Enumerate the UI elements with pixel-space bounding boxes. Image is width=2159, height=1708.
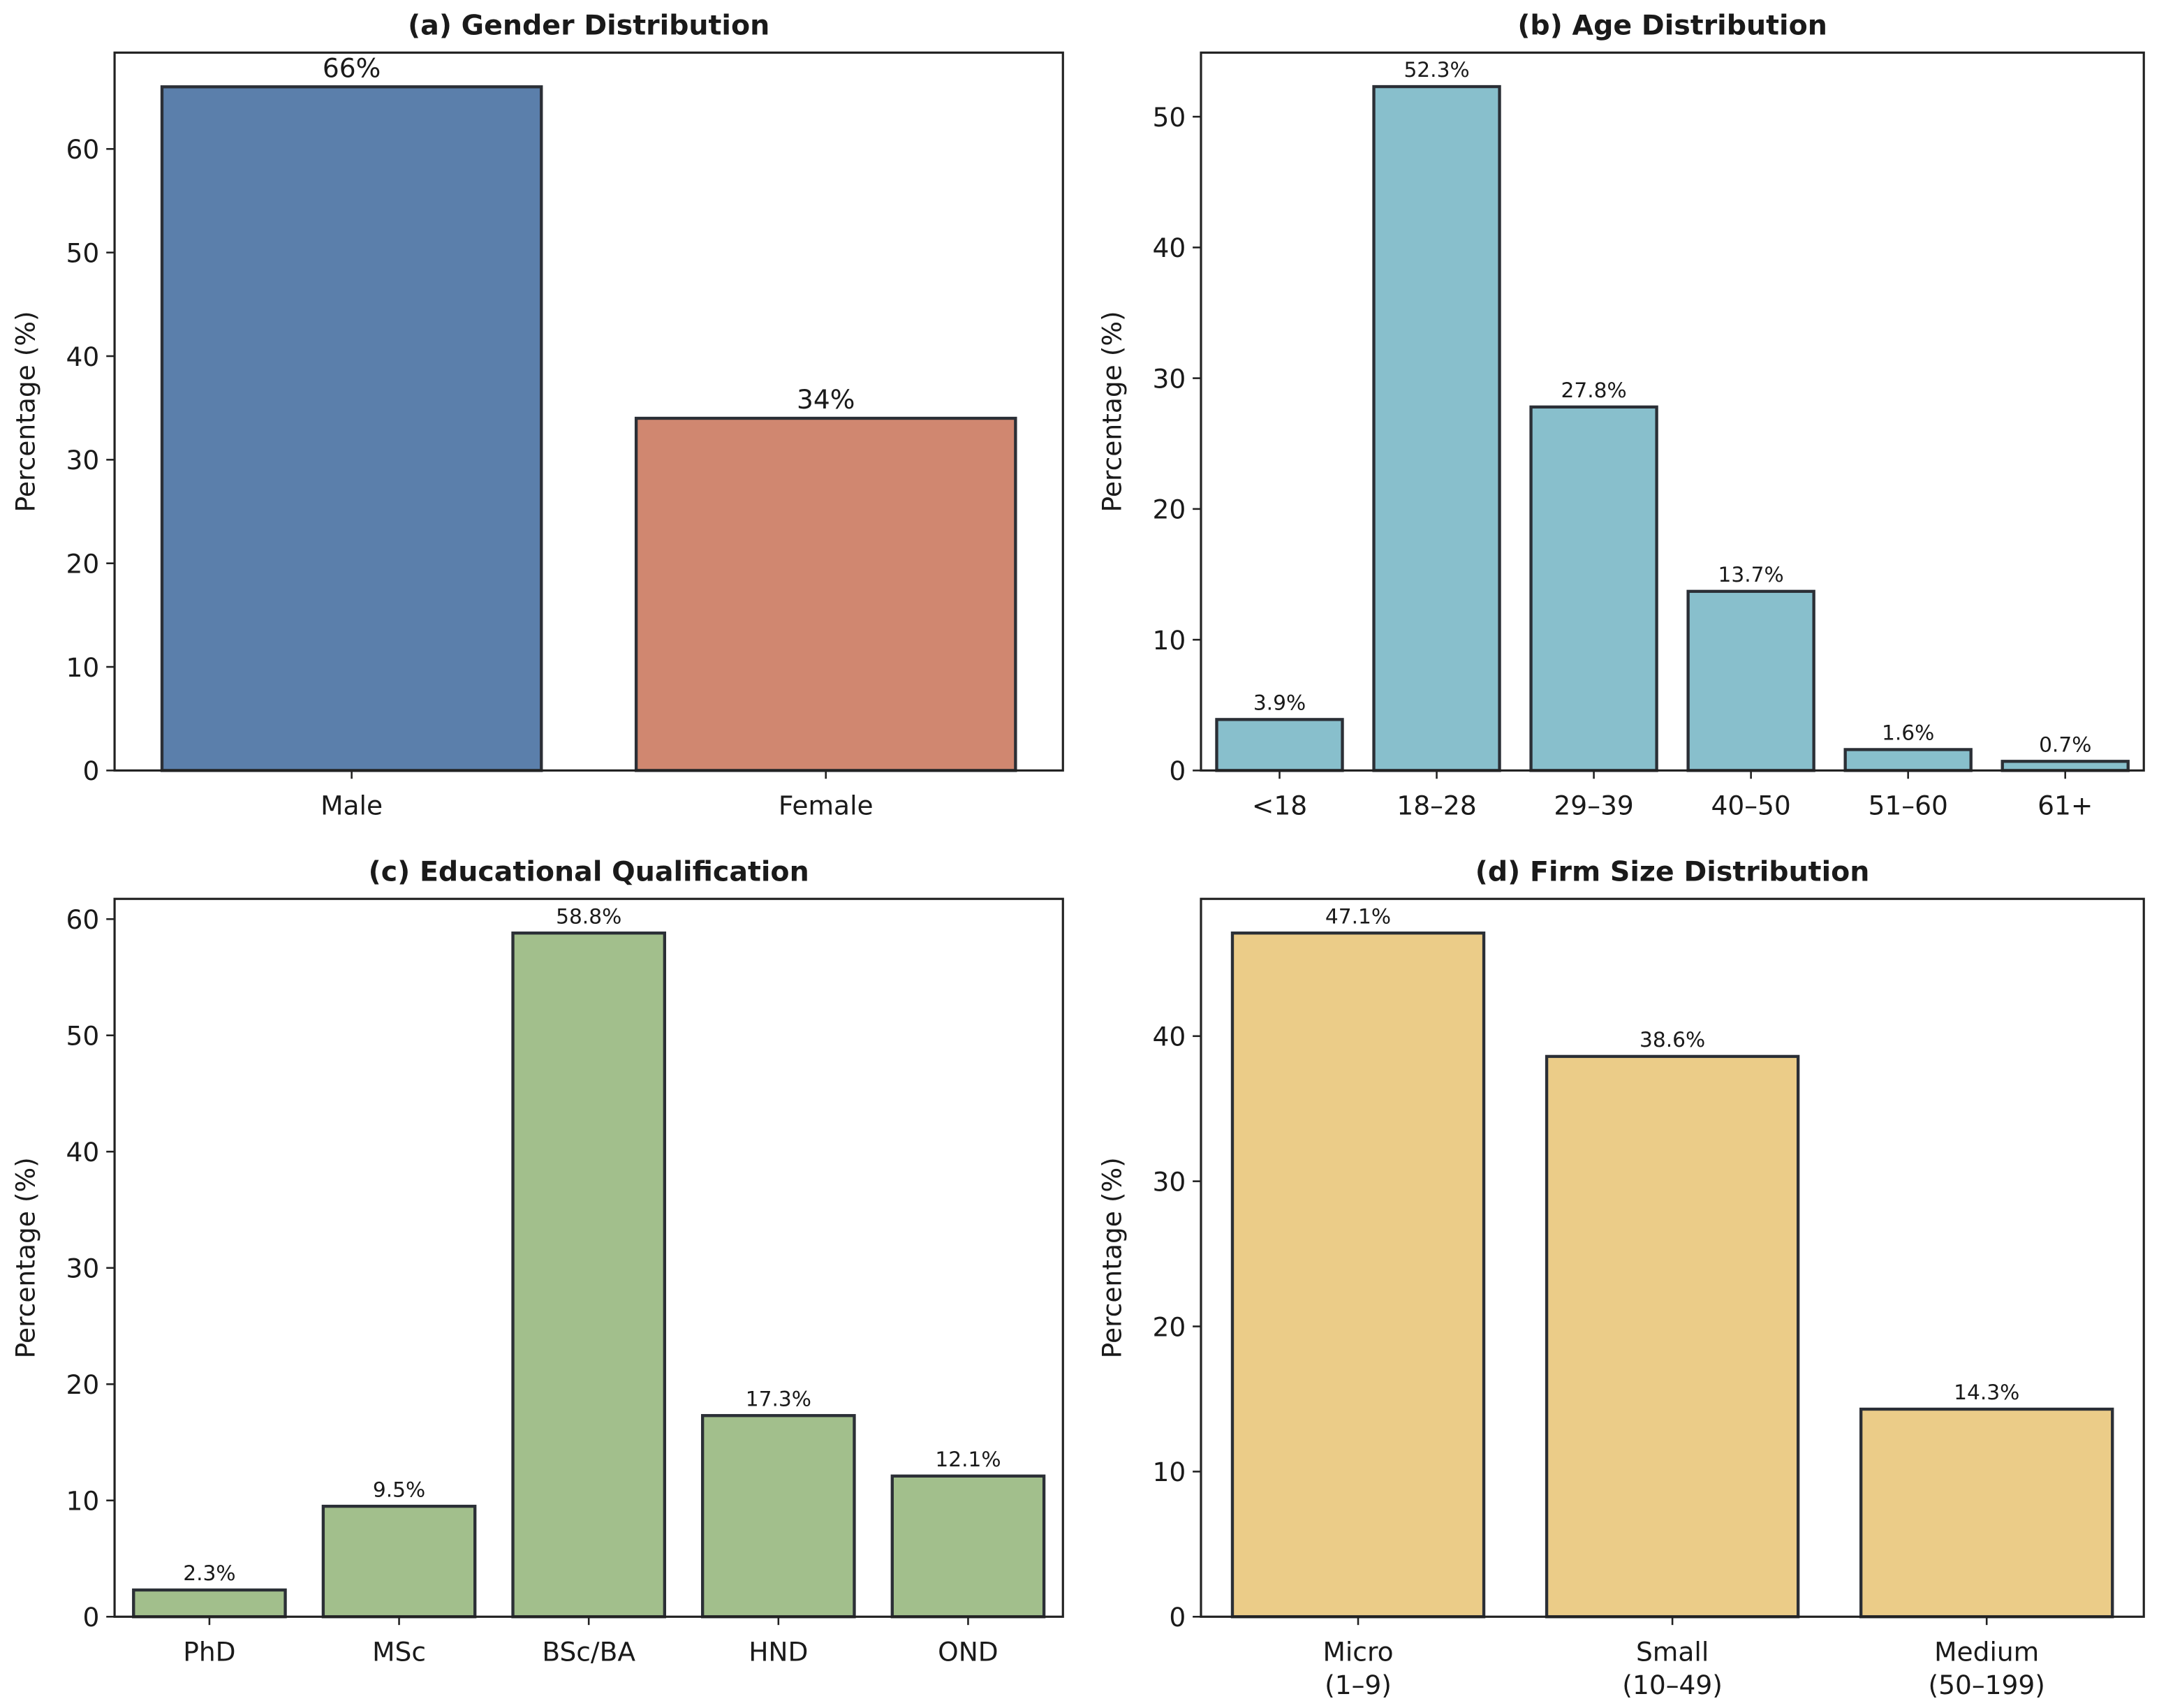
x-tick-label: 40–50: [1711, 790, 1790, 821]
y-tick-label: 20: [66, 549, 100, 580]
bar: [1215, 718, 1344, 772]
chart-title: (a) Gender Distribution: [408, 10, 769, 42]
value-label: 17.3%: [746, 1386, 811, 1411]
value-label: 38.6%: [1639, 1027, 1705, 1052]
x-tick-label: 18–28: [1397, 790, 1476, 821]
y-tick-label: 60: [66, 904, 100, 935]
bar: [1545, 1054, 1800, 1619]
bar: [634, 416, 1017, 772]
bar: [1529, 405, 1658, 772]
y-tick-label: 50: [66, 1021, 100, 1052]
x-tick-label: PhD: [183, 1637, 235, 1667]
chart-title: (b) Age Distribution: [1517, 10, 1827, 42]
plot-frame: [1200, 897, 2145, 1618]
bar: [1859, 1407, 2114, 1619]
y-tick-label: 20: [1152, 1311, 1186, 1342]
chart-title: (c) Educational Qualification: [369, 856, 809, 888]
bar: [321, 1504, 477, 1619]
x-tick-label: MSc: [372, 1637, 426, 1667]
y-tick-label: 10: [1152, 1457, 1186, 1487]
value-label: 27.8%: [1561, 378, 1627, 402]
y-tick-label: 40: [1152, 1022, 1186, 1052]
x-tick-label: Male: [320, 790, 383, 821]
value-label: 66%: [323, 52, 381, 83]
y-axis-label: Percentage (%): [10, 311, 40, 512]
y-tick-label: 10: [66, 1486, 100, 1517]
x-tick-label: Small: [1636, 1637, 1709, 1667]
y-tick-label: 40: [66, 1137, 100, 1168]
value-label: 58.8%: [556, 904, 621, 928]
x-tick-label: Medium: [1934, 1637, 2039, 1667]
value-label: 13.7%: [1718, 562, 1784, 587]
x-tick-label: 51–60: [1869, 790, 1948, 821]
y-tick-label: 0: [1169, 756, 1186, 786]
value-label: 12.1%: [935, 1447, 1001, 1471]
value-label: 3.9%: [1253, 691, 1306, 715]
y-tick-label: 30: [66, 445, 100, 476]
y-axis-label: Percentage (%): [1096, 1157, 1127, 1358]
y-tick-label: 30: [1152, 1167, 1186, 1198]
x-tick-label: Micro: [1322, 1637, 1393, 1667]
bar: [700, 1414, 856, 1619]
y-tick-label: 0: [82, 756, 99, 786]
y-tick-label: 0: [82, 1602, 99, 1633]
x-tick-label: OND: [938, 1637, 999, 1667]
value-label: 1.6%: [1882, 721, 1934, 745]
bar: [1372, 84, 1501, 772]
x-tick-label: 29–39: [1554, 790, 1633, 821]
y-tick-label: 30: [1152, 363, 1186, 394]
x-tick-label: 61+: [2038, 790, 2093, 821]
y-tick-label: 20: [1152, 494, 1186, 525]
bar: [1843, 748, 1973, 772]
x-tick-label: HND: [749, 1637, 808, 1667]
bar: [890, 1474, 1046, 1619]
y-tick-label: 20: [66, 1369, 100, 1400]
y-tick-label: 10: [66, 652, 100, 683]
value-label: 47.1%: [1325, 904, 1391, 928]
plot-frame: [113, 897, 1064, 1618]
value-label: 9.5%: [373, 1477, 425, 1501]
y-tick-label: 30: [66, 1253, 100, 1284]
x-tick-label: (1–9): [1325, 1670, 1392, 1700]
x-tick-label: (10–49): [1622, 1670, 1723, 1700]
bar: [511, 932, 667, 1619]
y-tick-label: 10: [1152, 625, 1186, 656]
value-label: 2.3%: [183, 1561, 235, 1585]
value-label: 14.3%: [1954, 1380, 2019, 1404]
y-tick-label: 0: [1169, 1602, 1186, 1633]
y-axis-label: Percentage (%): [1096, 311, 1127, 512]
plot-frame: [113, 51, 1064, 772]
plot-frame: [1200, 51, 2145, 772]
y-tick-label: 40: [66, 341, 100, 372]
y-tick-label: 50: [1152, 102, 1186, 133]
y-tick-label: 60: [66, 134, 100, 165]
bar: [1686, 589, 1815, 772]
bar: [160, 85, 543, 772]
chart-title: (d) Firm Size Distribution: [1475, 856, 1870, 888]
x-tick-label: Female: [779, 790, 874, 821]
value-label: 52.3%: [1403, 57, 1469, 82]
x-tick-label: (50–199): [1928, 1670, 2045, 1700]
y-tick-label: 40: [1152, 233, 1186, 263]
value-label: 34%: [797, 384, 855, 415]
x-tick-label: <18: [1252, 790, 1307, 821]
bar: [132, 1588, 287, 1619]
bar: [1230, 932, 1486, 1619]
y-tick-label: 50: [66, 238, 100, 269]
x-tick-label: BSc/BA: [542, 1637, 635, 1667]
y-axis-label: Percentage (%): [10, 1157, 40, 1358]
value-label: 0.7%: [2039, 732, 2091, 756]
bar: [2000, 760, 2130, 772]
